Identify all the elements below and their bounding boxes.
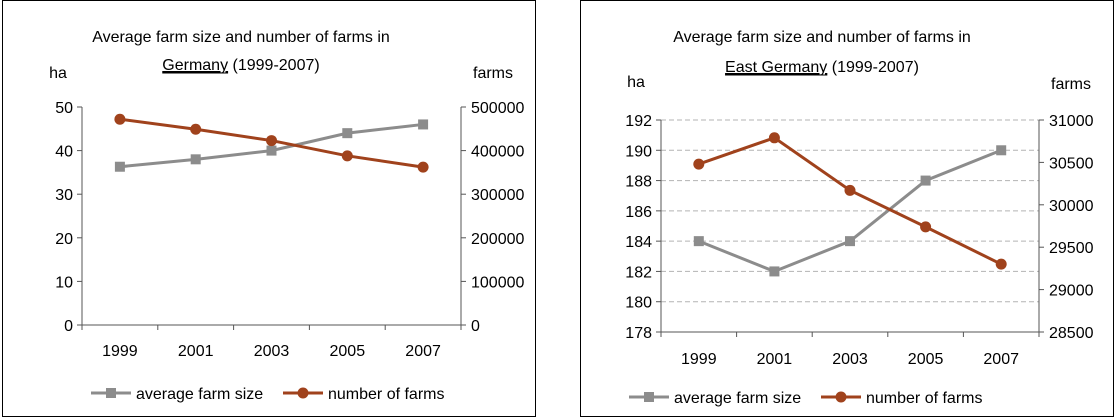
c1-legend-label-0: average farm size	[674, 390, 801, 407]
c0-legend-marker-0	[106, 388, 116, 398]
c0-category-label: 2007	[405, 343, 441, 360]
c0-tick-label-right: 400000	[471, 144, 524, 161]
c1-tick-label-left: 190	[625, 143, 652, 160]
c0-series-point-0	[114, 161, 125, 172]
c1-series-point-1	[920, 221, 932, 233]
c0-legend-label-1: number of farms	[328, 386, 444, 403]
c1-title-region: East Germany	[725, 59, 827, 76]
c0-category-label: 2001	[178, 343, 214, 360]
chart-east-germany-svg: Average farm size and number of farms in…	[625, 29, 1094, 407]
c1-tick-label-left: 180	[625, 295, 652, 312]
c0-category-label: 1999	[102, 343, 138, 360]
c1-series-point-0	[845, 236, 855, 247]
chart-germany-svg: Average farm size and number of farms in…	[49, 29, 524, 403]
c1-tick-label-left: 184	[625, 234, 652, 251]
c0-tick-label-left: 10	[55, 274, 73, 291]
c0-series-point-1	[417, 161, 429, 173]
c0-series-point-0	[342, 128, 353, 139]
c0-tick-label-right: 500000	[471, 100, 524, 117]
c1-series-point-1	[768, 132, 780, 144]
c1-title-years: (1999-2007)	[827, 59, 919, 76]
c1-tick-label-left: 178	[625, 325, 652, 342]
c1-series-point-0	[769, 266, 780, 277]
c1-tick-label-right: 30000	[1049, 198, 1094, 215]
c0-tick-label-left: 20	[55, 231, 73, 248]
c0-series-point-1	[114, 113, 126, 125]
c0-ylabel-right: farms	[473, 65, 513, 82]
c0-tick-label-right: 0	[471, 318, 480, 335]
c0-series-point-0	[418, 119, 429, 130]
c1-tick-label-right: 30500	[1049, 155, 1094, 172]
c0-title-years: (1999-2007)	[228, 57, 320, 74]
c0-tick-label-right: 100000	[471, 274, 524, 291]
chart-east-germany: Average farm size and number of farms in…	[580, 0, 1114, 417]
c1-series-point-0	[693, 236, 704, 247]
c0-tick-label-left: 40	[55, 144, 73, 161]
c0-title-region: Germany	[162, 57, 228, 74]
chart-germany: Average farm size and number of farms in…	[2, 0, 536, 417]
c1-series-point-0	[920, 175, 931, 186]
c1-series-point-0	[996, 145, 1007, 156]
c0-tick-label-left: 30	[55, 187, 73, 204]
c1-series-point-1	[995, 258, 1007, 270]
c0-tick-label-left: 50	[55, 100, 73, 117]
c1-tick-label-left: 188	[625, 174, 652, 191]
c1-category-label: 2003	[832, 351, 868, 368]
c0-legend-label-0: average farm size	[136, 386, 263, 403]
c0-series-point-0	[190, 154, 201, 165]
c1-tick-label-left: 182	[625, 264, 652, 281]
c1-tick-label-right: 29500	[1049, 240, 1094, 257]
c0-tick-label-left: 0	[64, 318, 73, 335]
c1-category-label: 1999	[681, 351, 717, 368]
c0-legend-marker-1	[297, 387, 309, 399]
c1-title-line2: East Germany (1999-2007)	[725, 59, 919, 76]
c1-legend-label-1: number of farms	[866, 390, 982, 407]
c0-series-point-1	[190, 123, 202, 135]
c1-tick-label-right: 28500	[1049, 325, 1094, 342]
c0-series-point-0	[266, 145, 277, 156]
c0-series-point-1	[341, 150, 353, 162]
c1-category-label: 2001	[757, 351, 793, 368]
c1-category-label: 2007	[983, 351, 1019, 368]
c1-tick-label-right: 29000	[1049, 283, 1094, 300]
c0-tick-label-right: 200000	[471, 231, 524, 248]
c1-tick-label-left: 186	[625, 204, 652, 221]
c1-ylabel-right: farms	[1051, 76, 1091, 93]
c1-ylabel-left: ha	[627, 74, 645, 91]
c0-title-line1: Average farm size and number of farms in	[92, 29, 390, 46]
c1-series-point-1	[693, 158, 705, 170]
c0-title-line2: Germany (1999-2007)	[162, 57, 319, 74]
c0-category-label: 2003	[254, 343, 290, 360]
c1-tick-label-left: 192	[625, 113, 652, 130]
c0-ylabel-left: ha	[49, 65, 67, 82]
c1-legend-marker-0	[644, 392, 654, 402]
c1-legend-marker-1	[835, 391, 847, 403]
c0-series-point-1	[266, 135, 277, 147]
c1-tick-label-right: 31000	[1049, 113, 1094, 130]
c1-category-label: 2005	[908, 351, 944, 368]
c0-tick-label-right: 300000	[471, 187, 524, 204]
c0-category-label: 2005	[330, 343, 366, 360]
c1-series-point-1	[844, 184, 856, 196]
c1-title-line1: Average farm size and number of farms in	[673, 29, 971, 46]
